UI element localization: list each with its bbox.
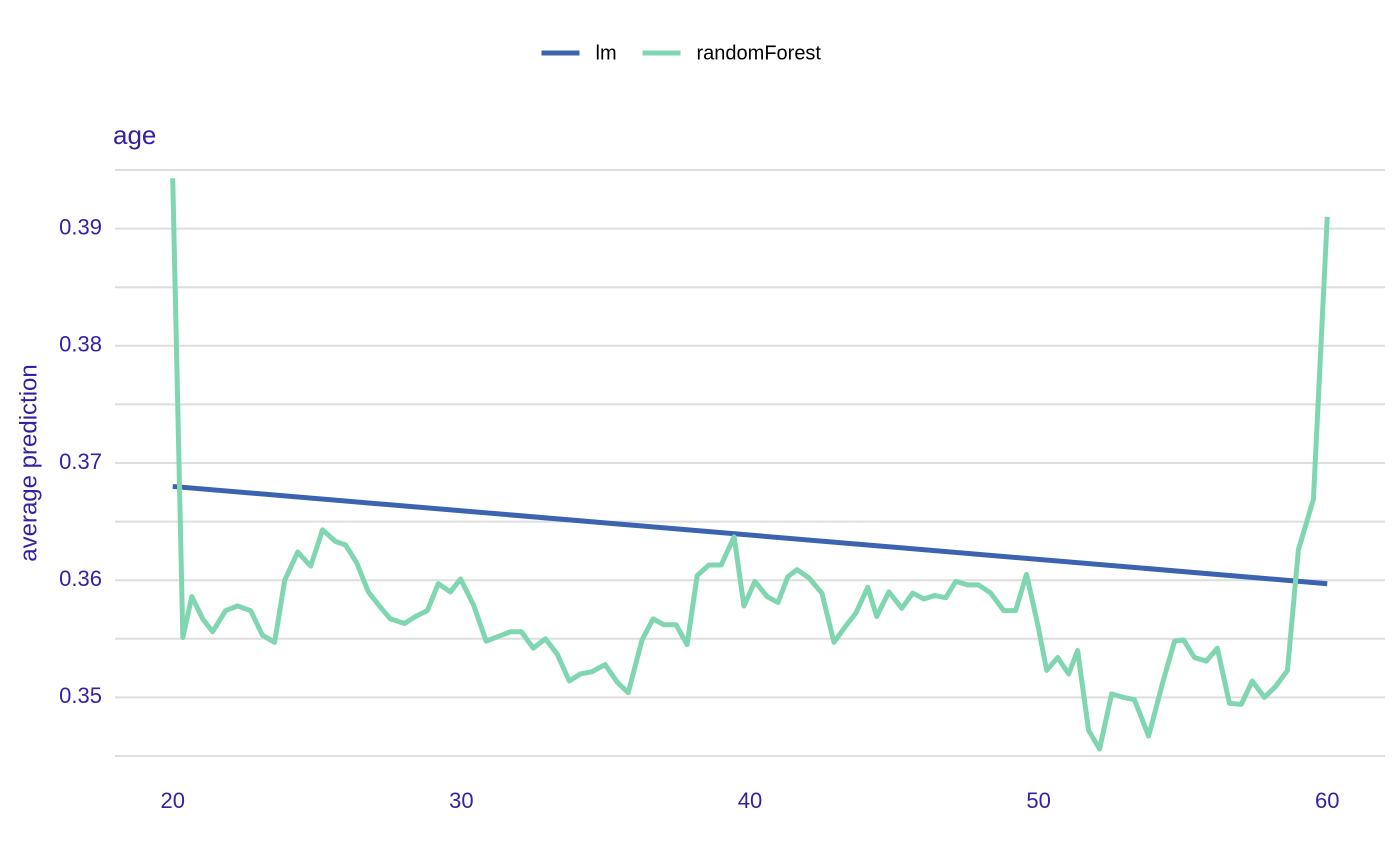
series-line [170,178,1330,752]
legend-label: randomForest [697,42,822,64]
x-tick-label: 50 [1026,788,1050,813]
x-tick-label: 40 [738,788,762,813]
x-tick-label: 20 [160,788,184,813]
series-line [172,483,1328,587]
y-tick-label: 0.37 [59,449,102,474]
x-tick-label: 60 [1315,788,1339,813]
y-tick-label: 0.36 [59,566,102,591]
chart-title: age [113,120,156,150]
y-tick-label: 0.39 [59,214,102,239]
legend-label: lm [596,42,617,64]
x-tick-label: 30 [449,788,473,813]
y-tick-label: 0.35 [59,683,102,708]
y-tick-label: 0.38 [59,332,102,357]
y-axis-label: average prediction [15,364,42,561]
